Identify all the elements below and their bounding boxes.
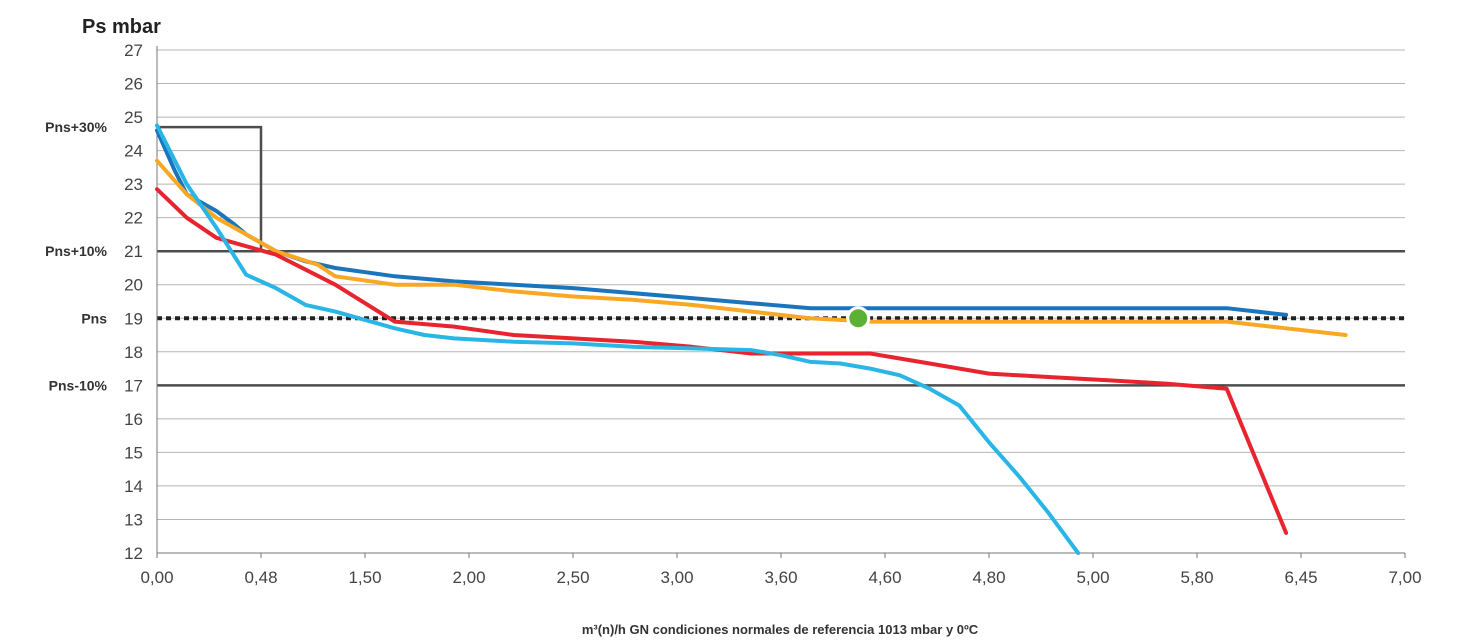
y-tick-label: 27 xyxy=(124,41,143,60)
x-tick-label: 3,60 xyxy=(764,568,797,587)
axes xyxy=(156,46,1406,558)
y-tick-label: 17 xyxy=(124,376,143,395)
x-tick-label: 2,00 xyxy=(452,568,485,587)
x-tick-label: 6,45 xyxy=(1284,568,1317,587)
y-tick-label: 24 xyxy=(124,142,143,161)
series-lines xyxy=(155,123,1348,555)
y-tick-label: 25 xyxy=(124,108,143,127)
y-axis-label: Ps mbar xyxy=(82,16,161,38)
y-tick-label: 15 xyxy=(124,443,143,462)
reference-label: Pns-10% xyxy=(49,377,108,393)
x-tick-label: 5,80 xyxy=(1180,568,1213,587)
x-tick-label: 0,48 xyxy=(244,568,277,587)
y-tick-label: 23 xyxy=(124,175,143,194)
series-line-3 xyxy=(155,187,1289,535)
series-line-2 xyxy=(155,158,1348,337)
series-line-1 xyxy=(155,128,1289,317)
x-tick-label: 1,50 xyxy=(348,568,381,587)
x-tick-labels: 0,00 0,48 1,50 2,00 2,50 3,00 3,60 4,60 4,80 5,00… xyxy=(140,568,1421,587)
x-tick-label: 7,00 xyxy=(1388,568,1421,587)
x-tick-label: 5,00 xyxy=(1076,568,1109,587)
y-tick-label: 22 xyxy=(124,209,143,228)
grid-lines xyxy=(157,49,1405,554)
pns-30-box-line xyxy=(157,125,263,252)
x-tick-label: 4,60 xyxy=(868,568,901,587)
y-tick-label: 16 xyxy=(124,410,143,429)
highlight-point-dot xyxy=(849,309,868,328)
y-tick-label: 19 xyxy=(124,309,143,328)
y-tick-labels: 12 13 14 15 16 17 18 19 20 21 22 23 24 25 26 27 xyxy=(124,41,143,563)
y-tick-label: 12 xyxy=(124,544,143,563)
highlight-point xyxy=(846,306,871,331)
x-tick-label: 3,00 xyxy=(660,568,693,587)
y-tick-label: 13 xyxy=(124,510,143,529)
x-tick-label: 0,00 xyxy=(140,568,173,587)
reference-label: Pns+10% xyxy=(45,243,107,259)
reference-label: Pns+30% xyxy=(45,119,107,135)
x-axis-label: m³(n)/h GN condiciones normales de refer… xyxy=(582,622,979,637)
y-tick-label: 20 xyxy=(124,276,143,295)
y-tick-label: 21 xyxy=(124,242,143,261)
y-tick-label: 18 xyxy=(124,343,143,362)
series-line-4 xyxy=(155,123,1081,555)
y-tick-label: 14 xyxy=(124,477,143,496)
y-tick-label: 26 xyxy=(124,75,143,94)
reference-label: Pns xyxy=(81,310,107,326)
x-tick-label: 2,50 xyxy=(556,568,589,587)
x-tick-label: 4,80 xyxy=(972,568,1005,587)
